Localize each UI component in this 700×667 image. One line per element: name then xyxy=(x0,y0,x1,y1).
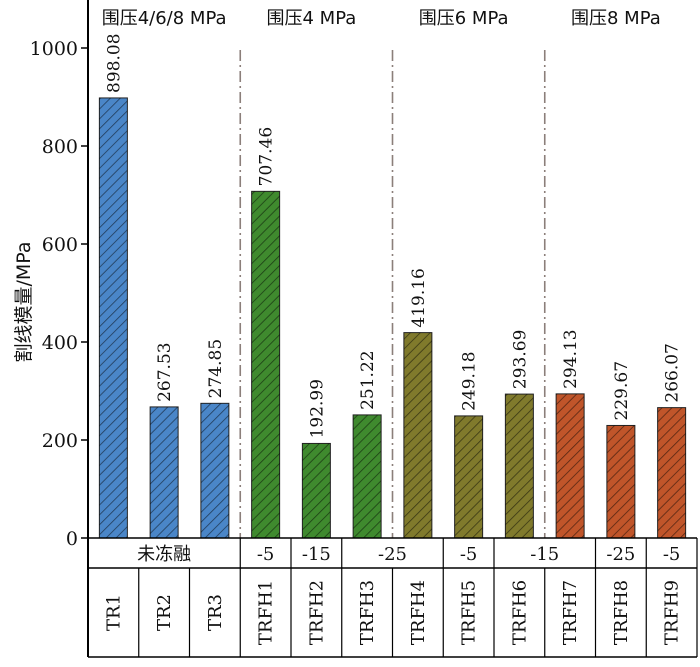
data-label: 898.08 xyxy=(104,33,124,92)
condition-label: -5 xyxy=(663,544,681,565)
y-tick-label: 1000 xyxy=(30,38,78,60)
bar-hatch xyxy=(353,414,382,538)
condition-label: -5 xyxy=(460,544,478,565)
condition-label: -5 xyxy=(257,544,275,565)
bars xyxy=(98,97,687,539)
bar-hatch xyxy=(99,97,128,539)
category-table xyxy=(87,537,698,658)
y-tick-label: 600 xyxy=(42,234,78,256)
category-label: TRFH2 xyxy=(306,580,327,645)
category-label: TRFH1 xyxy=(256,580,277,645)
data-label: 419.16 xyxy=(409,268,429,327)
data-label: 192.99 xyxy=(307,379,327,438)
category-label: TR2 xyxy=(154,594,175,631)
bar-hatch xyxy=(403,332,432,538)
bar-hatch xyxy=(454,415,483,538)
condition-label: -15 xyxy=(302,544,331,565)
category-label: TRFH9 xyxy=(662,580,683,645)
bar-hatch xyxy=(657,407,686,538)
data-label: 251.22 xyxy=(358,350,378,409)
bar-hatch xyxy=(556,393,585,538)
data-label: 707.46 xyxy=(257,127,277,186)
category-label: TRFH6 xyxy=(509,580,530,645)
data-label: 266.07 xyxy=(663,343,683,402)
y-tick-label: 0 xyxy=(66,528,78,550)
data-label: 274.85 xyxy=(206,339,226,398)
group-label: 围压4 MPa xyxy=(266,8,356,29)
condition-label: 未冻融 xyxy=(137,544,191,565)
category-label: TRFH8 xyxy=(611,580,632,645)
category-label: TRFH4 xyxy=(408,580,429,645)
data-label: 293.69 xyxy=(510,330,530,389)
labels: 0 200 400 600 800 1000 割线模量/MPa 围压4/6/8 MPa 围压4 … xyxy=(13,8,683,645)
bar-hatch xyxy=(200,403,229,538)
data-label: 294.13 xyxy=(561,329,581,388)
group-label: 围压4/6/8 MPa xyxy=(102,8,227,29)
category-label: TRFH7 xyxy=(560,580,581,645)
category-label: TR1 xyxy=(103,594,124,631)
data-label: 249.18 xyxy=(460,351,480,410)
category-label: TR3 xyxy=(205,594,226,631)
category-label: TRFH3 xyxy=(357,580,378,645)
y-tick-label: 200 xyxy=(42,430,78,452)
y-axis-label: 割线模量/MPa xyxy=(13,241,35,362)
bar-hatch xyxy=(251,191,280,538)
group-label: 围压6 MPa xyxy=(419,8,509,29)
y-tick-label: 800 xyxy=(42,136,78,158)
y-tick-label: 400 xyxy=(42,332,78,354)
data-label: 229.67 xyxy=(612,361,632,420)
bar-hatch xyxy=(505,394,534,538)
condition-label: -25 xyxy=(606,544,635,565)
bar-hatch xyxy=(606,425,635,538)
bar-hatch xyxy=(302,443,331,538)
data-label: 267.53 xyxy=(155,342,175,401)
axes xyxy=(81,0,546,657)
condition-label: -25 xyxy=(378,544,407,565)
group-label: 围压8 MPa xyxy=(571,8,661,29)
bar-hatch xyxy=(150,406,179,538)
category-label: TRFH5 xyxy=(459,580,480,645)
condition-label: -15 xyxy=(530,544,559,565)
